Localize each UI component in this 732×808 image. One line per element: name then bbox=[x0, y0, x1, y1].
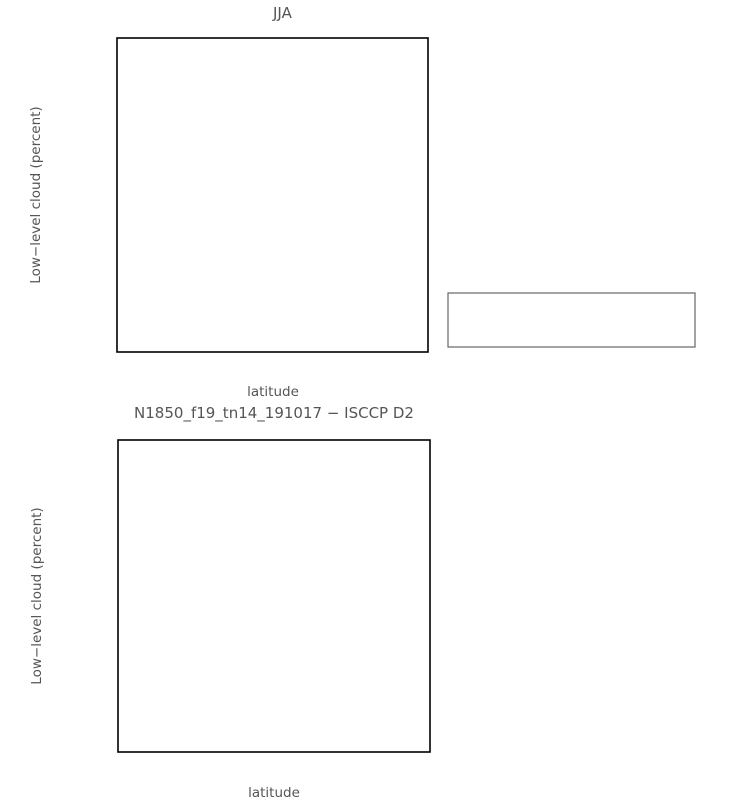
legend bbox=[447, 292, 696, 348]
top-panel-plot-frame bbox=[116, 37, 429, 353]
bottom-panel-group: N1850_f19_tn14_191017 − ISCCP D2 Low−lev… bbox=[29, 404, 431, 801]
top-panel-group: JJA Low−level cloud (percent) latitude bbox=[28, 4, 429, 400]
legend-box bbox=[447, 292, 696, 348]
top-panel-x-axis-label: latitude bbox=[247, 384, 299, 400]
top-panel-title: JJA bbox=[272, 4, 293, 22]
bottom-panel-x-axis-label: latitude bbox=[248, 785, 300, 801]
top-panel-y-axis-label: Low−level cloud (percent) bbox=[28, 106, 44, 283]
bottom-panel-title: N1850_f19_tn14_191017 − ISCCP D2 bbox=[134, 404, 414, 423]
bottom-panel-y-axis-label: Low−level cloud (percent) bbox=[29, 507, 45, 684]
bottom-panel-plot-frame bbox=[117, 439, 431, 753]
